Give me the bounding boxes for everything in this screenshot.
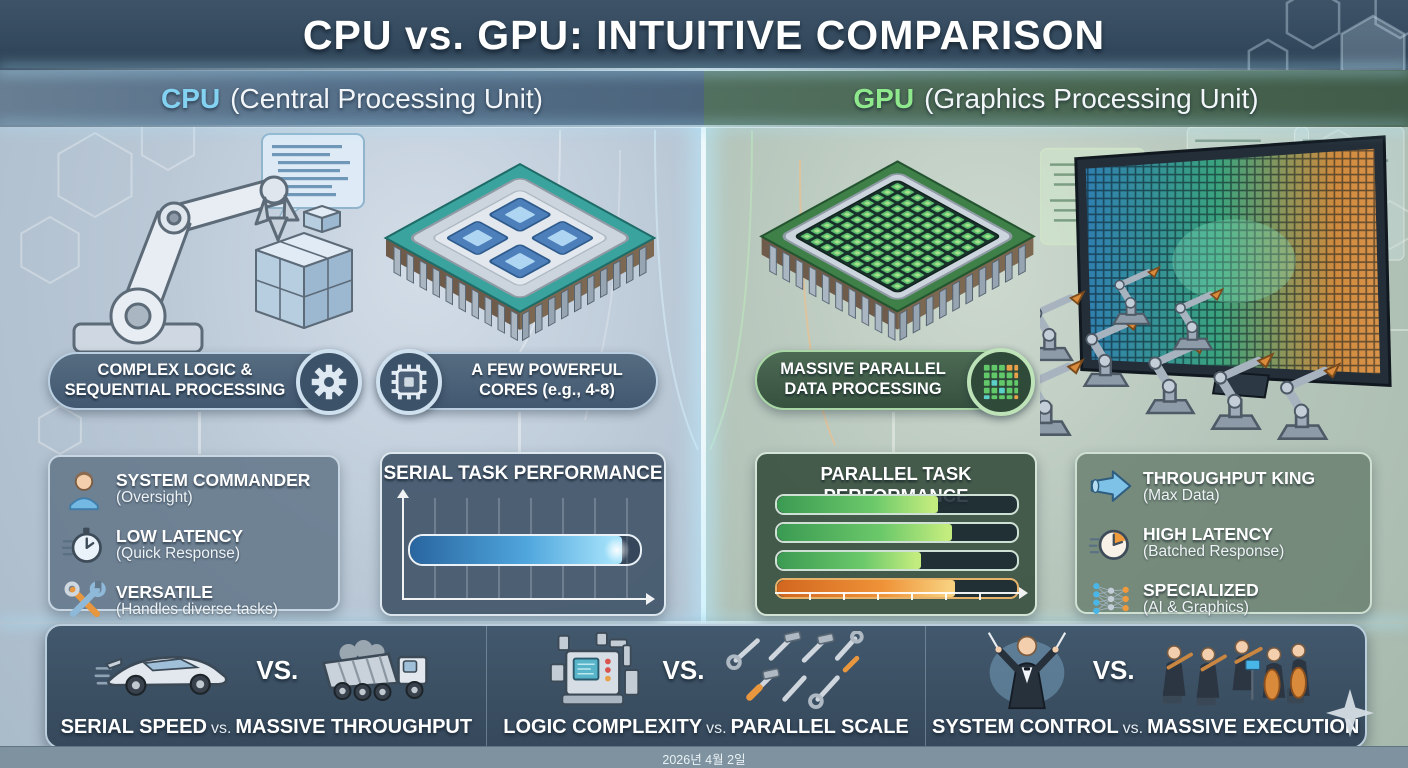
feature-high-latency: HIGH LATENCY (Batched Response): [1079, 515, 1368, 571]
comparison-control-vs-execution: VS.: [925, 626, 1365, 747]
gpu-full-name: (Graphics Processing Unit): [924, 82, 1259, 114]
feature-subtitle: (Quick Response): [116, 545, 241, 563]
vs-label: VS.: [1092, 654, 1135, 685]
page-title: CPU vs. GPU: INTUITIVE COMPARISON: [302, 11, 1106, 58]
connector-line: [518, 412, 521, 454]
gpu-abbr: GPU: [853, 82, 915, 114]
feature-low-latency: LOW LATENCY (Quick Response): [52, 517, 336, 573]
stopwatch-icon: [62, 527, 102, 563]
parallel-chart-axis: [775, 586, 1028, 600]
robot-arm: [72, 175, 300, 354]
pixel-screen: [1074, 135, 1392, 399]
many-tools-icon: [726, 631, 865, 709]
throughput-arrow-icon: [1090, 470, 1132, 502]
badge-line: SEQUENTIAL PROCESSING: [64, 381, 286, 399]
comparison-caption: SERIAL SPEED vs. MASSIVE THROUGHPUT: [60, 716, 473, 738]
neural-network-icon: [1093, 583, 1129, 615]
gear-icon: [296, 349, 362, 415]
parallel-task-performance-chart: PARALLEL TASK PERFORMANCE: [755, 452, 1037, 616]
chart-title: SERIAL TASK PERFORMANCE: [383, 463, 663, 484]
connector-line: [892, 412, 895, 452]
feature-subtitle: (Max Data): [1143, 487, 1220, 505]
parallel-bar-track: [775, 522, 1019, 543]
footer-band: 2026년 4월 2일: [0, 746, 1408, 768]
logic-machine-icon: [549, 632, 639, 706]
serial-bar-track: [408, 534, 642, 566]
cpu-full-name: (Central Processing Unit): [230, 82, 543, 114]
gpu-header: GPU (Graphics Processing Unit): [704, 70, 1408, 127]
vertical-divider-glow: [701, 70, 706, 626]
feature-system-commander: SYSTEM COMMANDER (Oversight): [52, 461, 336, 517]
comparison-caption: LOGIC COMPLEXITY vs. PARALLEL SCALE: [503, 716, 909, 738]
horizontal-glow-subheader: [0, 125, 1408, 128]
serial-bar-fill: [410, 536, 630, 564]
cpu-feature-panel: SYSTEM COMMANDER (Oversight) LOW LATENCY…: [48, 455, 340, 618]
parallel-bar-track: [775, 550, 1019, 571]
crossed-tools-icon: [64, 580, 106, 618]
feature-title: LOW LATENCY: [116, 525, 244, 546]
feature-title: THROUGHPUT KING: [1143, 467, 1316, 488]
pixel-screen-robot-arms-illustration: [1040, 126, 1405, 440]
conductor-icon: [987, 632, 1066, 710]
gpu-chip-illustration: [759, 160, 1036, 341]
orchestra-icon: [1162, 639, 1310, 706]
feature-subtitle: (Handles diverse tasks): [116, 601, 278, 619]
title-band: CPU vs. GPU: INTUITIVE COMPARISON: [0, 0, 1408, 70]
horizontal-glow-bottom: [0, 621, 1408, 624]
parallel-bar-fill: [777, 496, 938, 513]
badge-line: COMPLEX LOGIC &: [97, 361, 253, 380]
cpu-header: CPU (Central Processing Unit): [0, 70, 704, 127]
feature-subtitle: (Batched Response): [1143, 543, 1285, 561]
commander-person-icon: [69, 471, 99, 511]
parallel-bar-track: [775, 494, 1019, 515]
sparkle-icon: [1326, 689, 1374, 737]
parallel-bar-fill: [777, 524, 953, 541]
gpu-feature-panel: THROUGHPUT KING (Max Data) HIGH LATENCY …: [1075, 452, 1372, 616]
serial-chart-axes: [397, 489, 655, 605]
badge-line: DATA PROCESSING: [784, 380, 942, 398]
vs-label: VS.: [662, 654, 705, 685]
comparison-serial-vs-throughput: VS. SERIAL SPEED vs. MASSIVE THROUGHPUT: [47, 626, 486, 747]
puzzle-cube: [255, 205, 353, 329]
comparison-logic-vs-scale: VS.: [485, 626, 926, 747]
cpu-chip-illustration: [383, 162, 657, 342]
badge-complex-logic: COMPLEX LOGIC & SEQUENTIAL PROCESSING: [48, 349, 362, 415]
chip-core-icon: [376, 349, 442, 415]
feature-subtitle: (AI & Graphics): [1143, 599, 1249, 617]
feature-title: HIGH LATENCY: [1143, 523, 1273, 544]
parallel-bars: [775, 494, 1019, 606]
robot-arm-puzzle-cube-illustration: [72, 133, 365, 354]
clock-icon: [1089, 529, 1129, 560]
badge-massive-parallel: MASSIVE PARALLEL DATA PROCESSING: [755, 348, 1035, 416]
cpu-abbr: CPU: [161, 82, 221, 114]
bottom-comparison-strip: VS. SERIAL SPEED vs. MASSIVE THROUGHPUT: [45, 624, 1367, 749]
horizontal-glow-top: [0, 68, 1408, 71]
badge-line: A FEW POWERFUL: [471, 361, 623, 380]
feature-versatile: VERSATILE (Handles diverse tasks): [52, 573, 336, 629]
feature-title: SPECIALIZED: [1143, 579, 1259, 600]
badge-few-powerful-cores: A FEW POWERFUL CORES (e.g., 4-8): [376, 349, 658, 415]
footer-date: 2026년 4월 2일: [662, 752, 746, 767]
parallel-bar-fill: [777, 552, 921, 569]
feature-specialized: SPECIALIZED (AI & Graphics): [1079, 571, 1368, 627]
feature-title: VERSATILE: [116, 581, 213, 602]
vs-label: VS.: [256, 654, 299, 685]
title-hexagon-decoration: [1208, 0, 1408, 70]
badge-line: CORES (e.g., 4-8): [479, 381, 615, 399]
serial-task-performance-chart: SERIAL TASK PERFORMANCE: [380, 452, 666, 616]
parallel-bar-fill: [777, 580, 955, 597]
sports-car-icon: [94, 655, 229, 696]
comparison-caption: SYSTEM CONTROL vs. MASSIVE EXECUTION: [931, 716, 1360, 738]
badge-line: MASSIVE PARALLEL: [780, 360, 946, 379]
feature-throughput-king: THROUGHPUT KING (Max Data): [1079, 459, 1368, 515]
parallel-bar-track: [775, 578, 1019, 599]
dump-truck-icon: [322, 640, 429, 701]
feature-title: SYSTEM COMMANDER: [116, 469, 311, 490]
connector-line: [198, 412, 201, 454]
core-grid-icon: [967, 348, 1035, 416]
feature-subtitle: (Oversight): [116, 489, 193, 507]
